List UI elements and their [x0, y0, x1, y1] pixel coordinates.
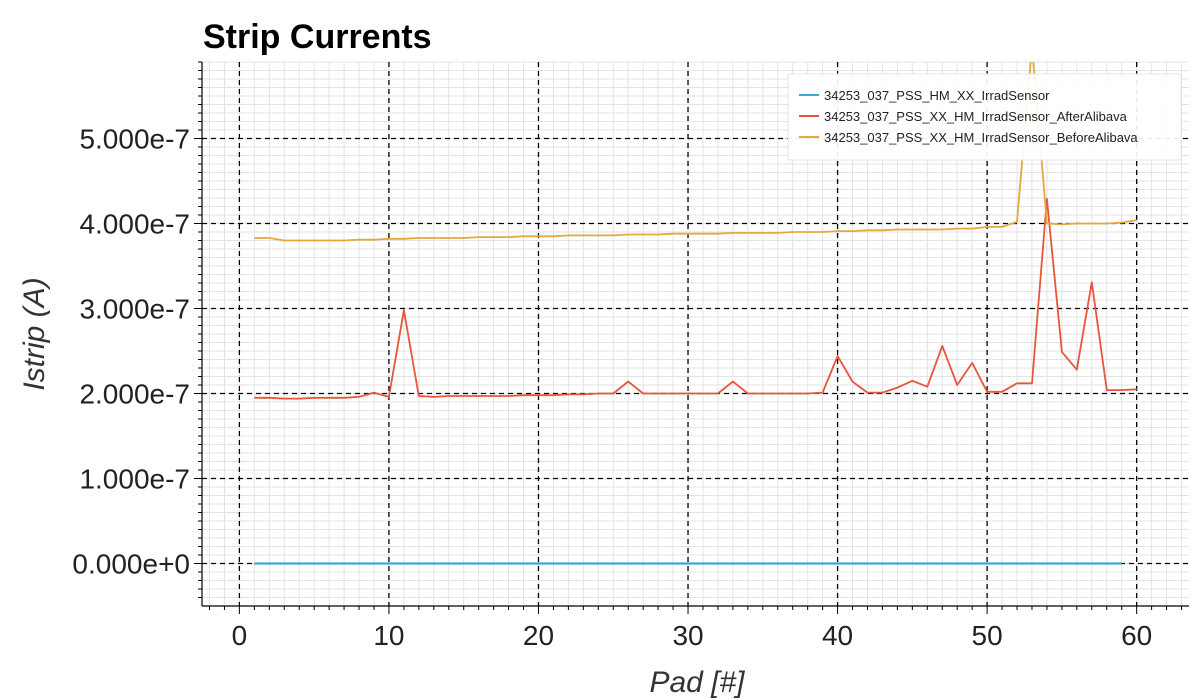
x-tick-label: 50 [972, 620, 1003, 651]
axis-ticks [194, 61, 1183, 614]
x-tick-label: 10 [373, 620, 404, 651]
y-tick-label: 0.000e+0 [72, 549, 190, 580]
x-tick-label: 30 [672, 620, 703, 651]
y-tick-label: 5.000e-7 [79, 124, 190, 155]
legend-label[interactable]: 34253_037_PSS_XX_HM_IrradSensor_AfterAli… [824, 109, 1128, 124]
legend-label[interactable]: 34253_037_PSS_HM_XX_IrradSensor [824, 88, 1050, 103]
y-axis-label: Istrip (A) [18, 277, 51, 390]
x-axis-label: Pad [#] [649, 666, 745, 699]
legend-label[interactable]: 34253_037_PSS_XX_HM_IrradSensor_BeforeAl… [824, 130, 1138, 145]
legend[interactable]: 34253_037_PSS_HM_XX_IrradSensor 34253_037… [787, 73, 1182, 161]
x-tick-label: 40 [822, 620, 853, 651]
y-tick-labels: 0.000e+0 1.000e-7 2.000e-7 3.000e-7 4.000e-7… [72, 124, 190, 580]
legend-box [787, 73, 1182, 161]
y-tick-label: 3.000e-7 [79, 294, 190, 325]
chart-title: Strip Currents [203, 18, 432, 56]
y-tick-label: 4.000e-7 [79, 209, 190, 240]
x-tick-label: 0 [232, 620, 248, 651]
x-tick-labels: 0 10 20 30 40 50 60 [232, 620, 1153, 651]
series-line-3 [254, 62, 1137, 242]
series-lines [254, 62, 1137, 565]
x-tick-label: 60 [1121, 620, 1152, 651]
series-line-2 [254, 197, 1137, 400]
x-tick-label: 20 [523, 620, 554, 651]
y-tick-label: 1.000e-7 [79, 464, 190, 495]
y-tick-label: 2.000e-7 [79, 379, 190, 410]
